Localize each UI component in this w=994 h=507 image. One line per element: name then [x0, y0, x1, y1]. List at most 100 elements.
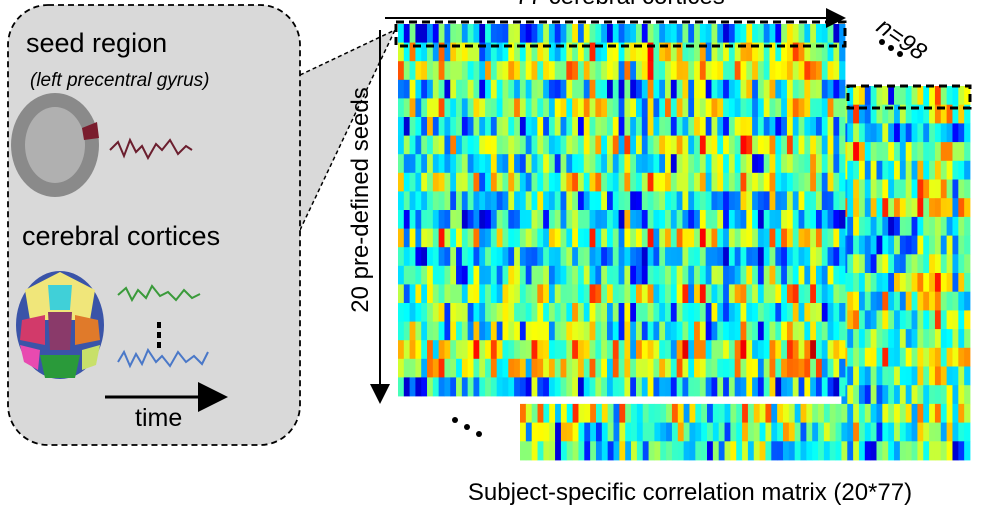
heat-cell: [786, 117, 794, 136]
heat-cell: [923, 198, 930, 218]
heat-cell: [531, 154, 538, 174]
heat-cell: [752, 135, 759, 155]
heat-cell: [583, 358, 590, 378]
heat-cell: [815, 135, 823, 155]
heat-cell: [641, 265, 649, 285]
heat-cell: [525, 340, 532, 360]
heat-cell: [485, 303, 492, 322]
heat-cell: [606, 321, 614, 341]
heat-cell: [882, 441, 889, 461]
heat-cell: [728, 247, 736, 267]
heat-cell: [958, 329, 965, 349]
heat-cell: [554, 61, 561, 81]
heat-cell: [699, 228, 707, 248]
heat-cell: [810, 24, 817, 43]
heat-cell: [519, 321, 527, 341]
heat-cell: [456, 79, 463, 99]
heat-cell: [543, 340, 550, 360]
heat-cell: [676, 172, 683, 192]
heat-cell: [566, 79, 573, 99]
heat-cell: [566, 247, 573, 267]
heat-cell: [665, 265, 672, 285]
heat-cell: [757, 321, 765, 341]
heat-cell: [952, 86, 959, 106]
heat-cell: [711, 228, 718, 248]
heat-cell: [485, 79, 492, 99]
heat-cell: [683, 403, 690, 423]
heat-cell: [769, 358, 776, 378]
heat-cell: [537, 117, 544, 136]
heat-cell: [899, 86, 907, 106]
heat-cell: [427, 284, 434, 304]
heat-cell: [595, 79, 602, 99]
heat-cell: [769, 24, 776, 43]
heat-cell: [821, 284, 828, 304]
heat-cell: [853, 179, 860, 199]
heat-cell: [665, 98, 672, 118]
heat-cell: [537, 79, 544, 99]
heat-cell: [624, 172, 631, 192]
heat-cell: [566, 42, 573, 62]
heat-cell: [427, 247, 434, 267]
heat-cell: [804, 42, 811, 62]
heat-cell: [618, 303, 625, 322]
heat-cell: [554, 42, 561, 62]
heat-cell: [694, 303, 701, 322]
heat-cell: [952, 254, 959, 274]
heat-cell: [810, 42, 817, 62]
heat-cell: [827, 340, 834, 360]
heat-cell: [682, 191, 689, 211]
heat-cell: [647, 247, 654, 267]
heat-cell: [763, 284, 770, 304]
heat-cell: [636, 210, 643, 229]
heat-cell: [876, 385, 883, 405]
heat-cell: [923, 347, 930, 367]
heat-cell: [946, 216, 953, 236]
heat-cell: [444, 42, 451, 62]
heat-cell: [821, 377, 828, 397]
heat-cell: [502, 172, 509, 192]
seed-subtitle: (left precentral gyrus): [30, 70, 210, 91]
heat-cell: [508, 191, 515, 211]
heat-cell: [734, 303, 741, 322]
heat-cell: [821, 61, 828, 81]
heat-cell: [804, 61, 811, 81]
heat-cell: [752, 24, 759, 43]
heat-cell: [415, 340, 422, 360]
heat-cell: [647, 377, 654, 397]
heat-cell: [717, 191, 724, 211]
heat-cell: [636, 98, 643, 118]
heat-cell: [757, 117, 765, 136]
heat-cell: [654, 422, 661, 442]
heat-cell: [606, 98, 614, 118]
heat-cell: [682, 265, 689, 285]
heat-cell: [572, 403, 579, 423]
heat-cell: [882, 216, 889, 236]
heat-cell: [757, 61, 765, 81]
heat-cell: [818, 441, 825, 461]
heat-cell: [952, 347, 959, 367]
heat-cell: [775, 265, 782, 285]
brain-slice-inner: [25, 107, 85, 183]
heat-cell: [882, 160, 889, 180]
heat-cell: [531, 61, 538, 81]
heat-cell: [870, 310, 877, 330]
heat-cell: [870, 235, 877, 255]
heat-cell: [827, 303, 834, 322]
heat-cell: [577, 321, 585, 341]
heat-cell: [595, 377, 602, 397]
heat-cell: [624, 61, 631, 81]
heat-cell: [659, 303, 666, 322]
heat-cell: [554, 265, 561, 285]
heat-cell: [899, 403, 907, 423]
heat-cell: [905, 273, 912, 293]
heat-cell: [740, 358, 747, 378]
heat-cell: [548, 172, 556, 192]
heat-cell: [438, 42, 445, 62]
heat-cell: [531, 303, 538, 322]
heat-cell: [882, 347, 889, 367]
heat-cell: [519, 247, 527, 267]
heat-cell: [765, 422, 772, 442]
heat-cell: [502, 358, 509, 378]
heat-cell: [456, 98, 463, 118]
